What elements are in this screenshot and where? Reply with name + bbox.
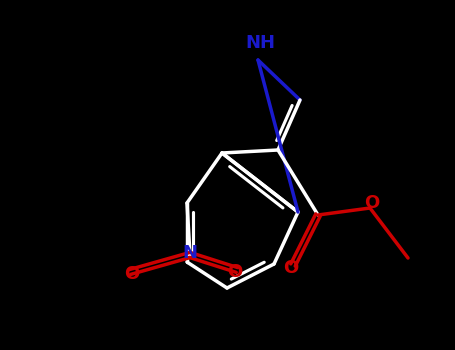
- Text: NH: NH: [245, 34, 275, 52]
- Text: O: O: [283, 259, 298, 277]
- Text: O: O: [228, 263, 243, 281]
- Text: O: O: [124, 265, 140, 283]
- Text: O: O: [364, 194, 379, 212]
- Text: N: N: [182, 244, 197, 262]
